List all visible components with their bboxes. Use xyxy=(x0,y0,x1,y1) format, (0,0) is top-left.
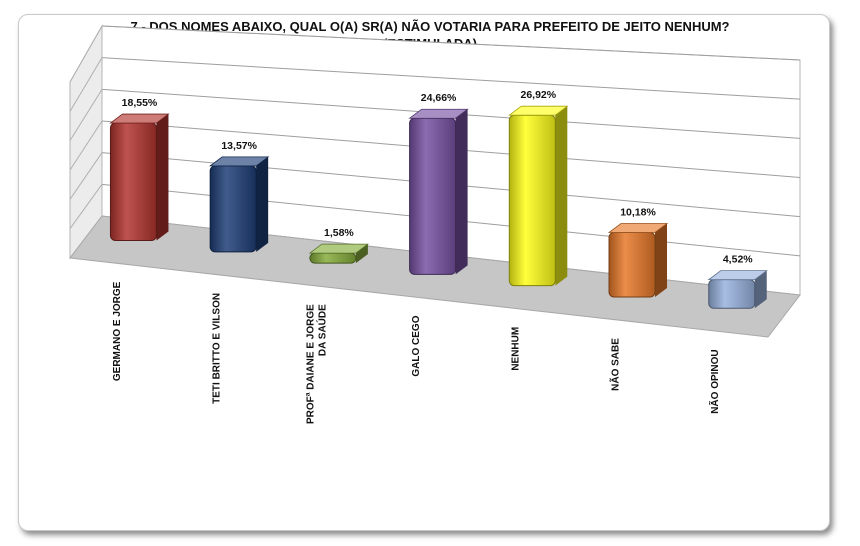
bar-7 xyxy=(707,270,768,309)
category-label: GERMANO E JORGE xyxy=(112,281,123,381)
side-gridline xyxy=(69,25,103,83)
bar-top xyxy=(508,105,569,116)
data-label: 4,52% xyxy=(723,254,753,266)
category-label-line: NÃO OPINOU xyxy=(708,349,721,413)
bar-top xyxy=(109,113,170,124)
category-label: TETI BRITTO E VILSON xyxy=(212,293,223,404)
bar-3 xyxy=(308,243,370,264)
bar-front xyxy=(708,279,756,309)
data-label: 24,66% xyxy=(421,92,457,104)
data-label: 26,92% xyxy=(521,89,557,101)
side-gridline xyxy=(69,184,103,229)
category-label: NÃO SABE xyxy=(608,338,621,391)
bar-front xyxy=(109,122,157,242)
bar-front xyxy=(608,231,656,298)
gridline xyxy=(101,57,801,100)
bar-side xyxy=(256,156,269,252)
category-label-line: DA SAÚDE xyxy=(315,304,328,356)
bar-side xyxy=(655,223,668,297)
category-label-line: GERMANO E JORGE xyxy=(112,281,123,381)
category-label: NENHUM xyxy=(511,327,522,371)
side-gridline xyxy=(69,57,103,112)
bar-top xyxy=(308,243,370,254)
data-label: 1,58% xyxy=(324,227,354,239)
bar-side xyxy=(156,114,169,241)
data-label: 10,18% xyxy=(620,206,656,218)
data-label: 18,55% xyxy=(122,97,158,109)
category-label-line: TETI BRITTO E VILSON xyxy=(212,293,223,404)
bar-top xyxy=(607,223,669,233)
category-label-line: NENHUM xyxy=(511,327,522,371)
bar-6 xyxy=(607,223,669,298)
bar-5 xyxy=(508,105,569,287)
gridline xyxy=(101,25,801,61)
side-gridline xyxy=(69,152,103,200)
bar-front xyxy=(409,117,457,275)
bar-side xyxy=(555,106,568,286)
category-label-line: NÃO SABE xyxy=(608,338,621,391)
bar-4 xyxy=(408,108,469,275)
bar-top xyxy=(408,108,469,119)
bar-side xyxy=(355,244,368,264)
category-label: PROFª DAIANE E JORGEDA SAÚDE xyxy=(305,304,328,424)
bar-1 xyxy=(109,113,170,242)
category-label-line: PROFª DAIANE E JORGE xyxy=(305,304,316,424)
bar-top xyxy=(208,156,270,167)
chart-title-line1: 7 - DOS NOMES ABAIXO, QUAL O(A) SR(A) NÃ… xyxy=(130,19,730,34)
bar-front xyxy=(309,252,357,264)
bar-top xyxy=(707,270,768,281)
data-label: 13,57% xyxy=(221,140,257,152)
side-gridline xyxy=(69,89,103,141)
bar-front xyxy=(508,114,556,287)
bar-front xyxy=(209,165,257,253)
category-label: NÃO OPINOU xyxy=(708,349,721,413)
bar-side xyxy=(754,270,767,309)
side-gridline xyxy=(69,120,103,171)
category-label-line: GALO CEGO xyxy=(411,315,422,376)
category-label: GALO CEGO xyxy=(411,315,422,376)
bar-side xyxy=(455,109,468,275)
bar-2 xyxy=(208,156,270,253)
